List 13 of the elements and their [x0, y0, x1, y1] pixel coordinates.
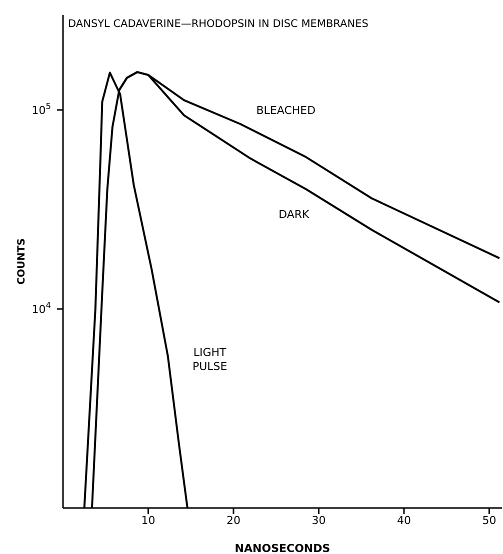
chart-title: DANSYL CADAVERINE—RHODOPSIN IN DISC MEMBRANES: [68, 18, 370, 30]
y-tick-label: 10$^{4}$: [32, 300, 51, 316]
x-tick-label: 40: [396, 514, 411, 527]
x-tick-label: 10: [141, 514, 156, 527]
y-axis-title: COUNTS: [16, 238, 28, 285]
x-tick-label: 30: [312, 514, 326, 527]
series-label: DARK: [278, 208, 310, 222]
x-tick-label: 50: [482, 514, 496, 527]
x-axis-title: NANOSECONDS: [234, 542, 330, 554]
series-label: BLEACHED: [256, 104, 316, 118]
y-tick-label: 10$^{5}$: [32, 100, 51, 117]
text: LIGHT PULSE: [192, 346, 228, 374]
x-tick-label: 20: [226, 514, 240, 527]
